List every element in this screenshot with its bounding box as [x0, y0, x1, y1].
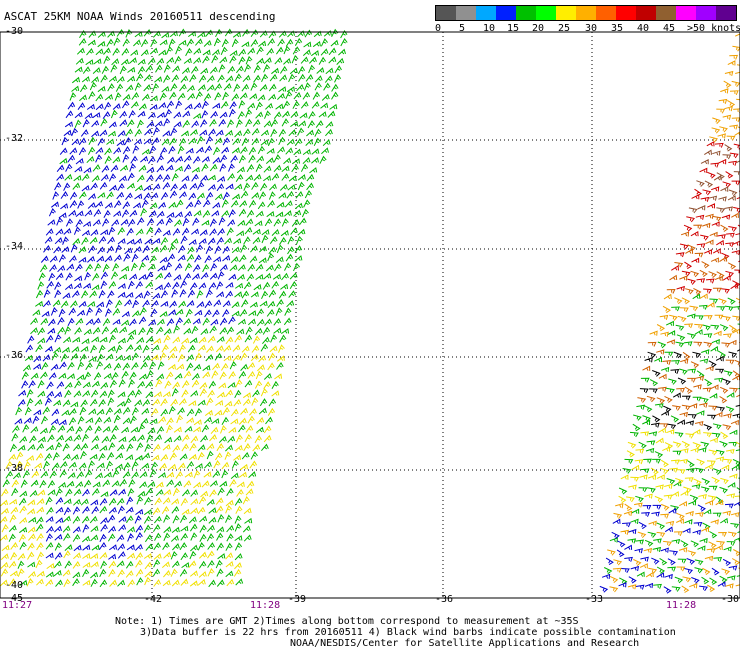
wind-barb-group: [0, 334, 740, 588]
legend-swatch: [536, 6, 556, 20]
pass-time-label: 11:28: [250, 600, 281, 611]
wind-barb-group: [688, 144, 740, 214]
lon-label: -33: [585, 594, 604, 605]
legend-label: 45: [663, 23, 676, 34]
legend-label: 5: [459, 23, 466, 34]
legend-swatch: [616, 6, 636, 20]
lon-label: -36: [435, 594, 454, 605]
wind-barb-group: [2, 28, 740, 592]
lat-lon-grid: [0, 32, 740, 598]
legend-label: 10: [483, 23, 496, 34]
note-line: 3)Data buffer is 22 hrs from 20160511 4)…: [140, 627, 676, 638]
lat-label: -45: [5, 593, 24, 604]
legend-label: 25: [558, 23, 571, 34]
legend-label: 0: [435, 23, 442, 34]
wind-barb-group: [607, 33, 740, 593]
lon-label: -30: [721, 594, 740, 605]
wind-barb-group: [14, 100, 740, 594]
map-title: ASCAT 25KM NOAA Winds 20160511 descendin…: [4, 10, 276, 23]
legend-label: 40: [637, 23, 650, 34]
legend-swatch: [636, 6, 656, 20]
wind-barb-group: [671, 141, 740, 294]
legend-color-bar: [435, 5, 737, 21]
legend-swatch: [496, 6, 516, 20]
wind-barbs: [0, 28, 740, 594]
lat-label: -34: [5, 241, 24, 252]
lat-label: -32: [5, 133, 24, 144]
wind-barb-group: [639, 348, 740, 431]
legend-swatch: [676, 6, 696, 20]
legend-swatch: [696, 6, 716, 20]
pass-time-label: 11:28: [666, 600, 697, 611]
legend-swatch: [576, 6, 596, 20]
lon-label: -42: [144, 594, 163, 605]
legend-label: >50 knots: [687, 23, 740, 34]
legend-swatch: [716, 6, 736, 20]
map-frame: [0, 31, 740, 599]
lat-label: -36: [5, 350, 24, 361]
note-line: NOAA/NESDIS/Center for Satellite Applica…: [290, 638, 640, 649]
lat-label: -38: [5, 463, 24, 474]
wind-speed-legend: 0 5 10 15 20 25 30 35 40 45 >50 knots: [435, 5, 740, 35]
legend-label: 30: [585, 23, 598, 34]
legend-swatch: [476, 6, 496, 20]
legend-label: 15: [507, 23, 520, 34]
pass-time-label: 11:27: [2, 600, 33, 611]
wind-barb-group: [637, 212, 740, 431]
lat-label: -40: [5, 580, 24, 591]
legend-swatch: [596, 6, 616, 20]
legend-swatch: [556, 6, 576, 20]
legend-swatch: [436, 6, 456, 20]
legend-label: 35: [611, 23, 624, 34]
legend-swatch: [456, 6, 476, 20]
lon-label: -39: [288, 594, 307, 605]
legend-swatch: [516, 6, 536, 20]
legend-label: 20: [532, 23, 545, 34]
note-line: Note: 1) Times are GMT 2)Times along bot…: [115, 616, 579, 627]
legend-swatch: [656, 6, 676, 20]
lat-label: -30: [5, 26, 24, 37]
